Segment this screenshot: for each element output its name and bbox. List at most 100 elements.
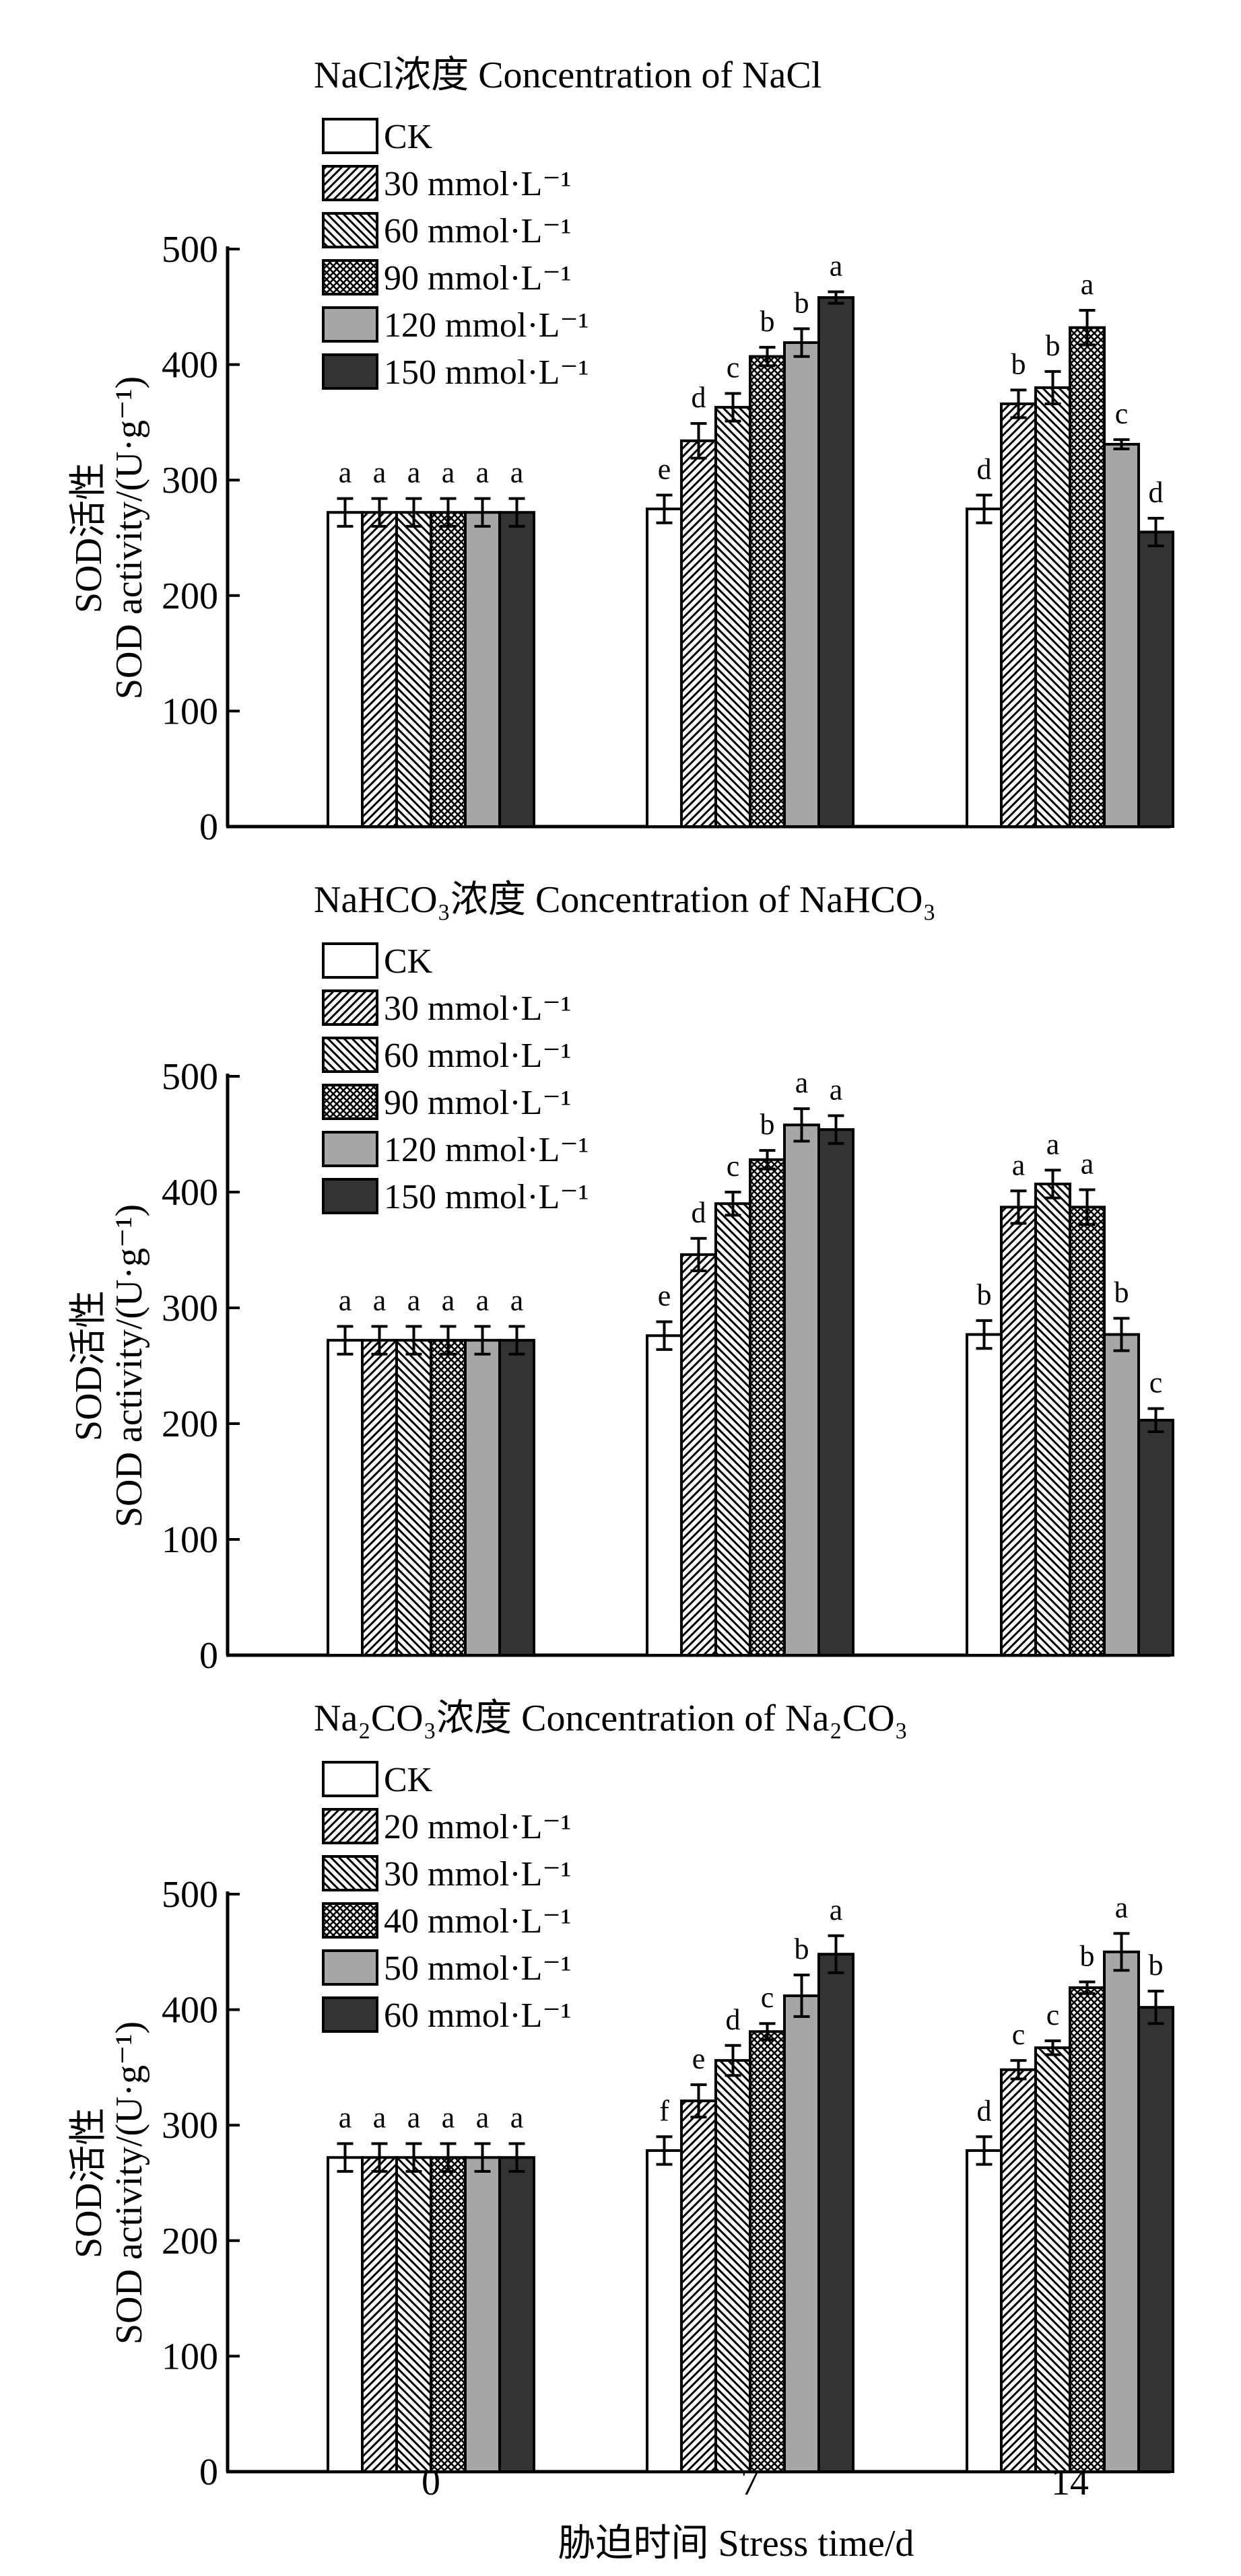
bar (1000, 1206, 1037, 1657)
significance-letter: a (1081, 268, 1094, 301)
y-tick-label: 200 (162, 1403, 218, 1445)
significance-letter: b (760, 1108, 775, 1141)
bar (430, 1339, 467, 1657)
legend-label: 20 mmol·L⁻¹ (384, 1808, 571, 1846)
y-axis-label-en: SOD activity/(U·g⁻¹) (108, 376, 150, 699)
significance-letter: b (760, 305, 775, 338)
bar (1103, 1333, 1140, 1657)
y-tick-label: 500 (162, 1874, 218, 1916)
significance-letter: f (659, 2094, 669, 2127)
legend-label: 60 mmol·L⁻¹ (384, 1037, 571, 1075)
bar (1103, 443, 1140, 828)
y-axis-label-en: SOD activity/(U·g⁻¹) (108, 1204, 150, 1527)
legend-title: NaHCO₃浓度 Concentration of NaHCO₃ (314, 879, 936, 921)
y-axis-label-en: SOD activity/(U·g⁻¹) (108, 2021, 150, 2344)
significance-letter: a (476, 456, 490, 489)
significance-letter: c (727, 1150, 740, 1183)
y-tick-label: 300 (162, 1288, 218, 1329)
bar (1000, 402, 1037, 828)
significance-letter: a (1046, 1127, 1060, 1160)
legend-swatch (322, 306, 378, 343)
bar (680, 439, 717, 828)
chart-panel: NaHCO₃浓度 Concentration of NaHCO₃ CK 30 mmo… (68, 879, 1174, 1677)
significance-letter: b (795, 286, 809, 319)
bar (749, 1158, 786, 1657)
bar (1137, 530, 1174, 828)
bar (1069, 326, 1106, 828)
legend-swatch (322, 1037, 378, 1073)
y-tick-label: 100 (162, 691, 218, 732)
legend-swatch (322, 1855, 378, 1891)
bar (966, 1333, 1003, 1657)
significance-letter: a (339, 2101, 352, 2134)
significance-letter: b (1046, 329, 1061, 362)
bar (714, 1202, 751, 1657)
legend-swatch (322, 259, 378, 295)
bar (498, 511, 535, 828)
y-axis-label-cn: SOD活性 (68, 2108, 110, 2258)
legend-label: 120 mmol·L⁻¹ (384, 306, 589, 345)
bar (395, 1339, 432, 1657)
legend-swatch (322, 1084, 378, 1120)
significance-letter: e (692, 2042, 706, 2075)
significance-letter: a (373, 1284, 387, 1317)
bar (395, 2156, 432, 2474)
significance-letter: a (830, 1893, 843, 1926)
significance-letter: a (407, 456, 421, 489)
legend-label: 150 mmol·L⁻¹ (384, 353, 589, 392)
legend-label: 30 mmol·L⁻¹ (384, 1855, 571, 1893)
significance-letter: a (476, 2101, 490, 2134)
legend-label: 40 mmol·L⁻¹ (384, 1902, 571, 1941)
legend-title: NaCl浓度 Concentration of NaCl (314, 55, 821, 96)
significance-letter: c (1149, 1366, 1163, 1399)
significance-letter: a (373, 2101, 387, 2134)
significance-letter: a (1115, 1891, 1129, 1924)
bar (1103, 1950, 1140, 2474)
legend-swatch (322, 1178, 378, 1214)
bar (1069, 1986, 1106, 2474)
y-tick-label: 100 (162, 2336, 218, 2377)
significance-letter: a (373, 456, 387, 489)
significance-letter: a (476, 1284, 490, 1317)
bar (361, 511, 398, 828)
significance-letter: a (830, 1073, 843, 1106)
bar (1034, 386, 1071, 828)
legend-label: CK (384, 1761, 433, 1799)
y-axis-label-cn: SOD活性 (68, 462, 110, 613)
legend-swatch (322, 165, 378, 201)
y-tick-label: 0 (199, 806, 218, 848)
y-tick-label: 0 (199, 1635, 218, 1677)
significance-letter: a (510, 1284, 524, 1317)
legend-label: 50 mmol·L⁻¹ (384, 1949, 571, 1988)
significance-letter: a (510, 2101, 524, 2134)
significance-letter: a (1081, 1148, 1094, 1181)
bar (1137, 2006, 1174, 2473)
bar (327, 511, 364, 828)
legend-swatch (322, 989, 378, 1026)
legend-swatch (322, 212, 378, 248)
bar (430, 2156, 467, 2474)
significance-letter: b (1080, 1939, 1095, 1972)
y-tick-label: 100 (162, 1519, 218, 1561)
significance-letter: a (830, 249, 843, 282)
significance-letter: c (727, 351, 740, 384)
bar (1000, 2068, 1037, 2474)
bar (327, 1339, 364, 1657)
significance-letter: a (339, 456, 352, 489)
legend-swatch (322, 1902, 378, 1939)
y-tick-label: 400 (162, 345, 218, 386)
legend-label: 90 mmol·L⁻¹ (384, 259, 571, 298)
significance-letter: a (442, 2101, 455, 2134)
legend-label: 30 mmol·L⁻¹ (384, 989, 571, 1028)
significance-letter: d (1149, 476, 1164, 509)
y-tick-label: 200 (162, 2221, 218, 2262)
bar (395, 511, 432, 828)
significance-letter: a (1012, 1148, 1026, 1181)
y-tick-label: 400 (162, 1990, 218, 2031)
y-axis-label-cn: SOD活性 (68, 1290, 110, 1441)
bar (361, 1339, 398, 1657)
bar (817, 1128, 854, 1657)
bar (361, 2156, 398, 2474)
significance-letter: e (658, 453, 671, 486)
significance-letter: a (407, 1284, 421, 1317)
